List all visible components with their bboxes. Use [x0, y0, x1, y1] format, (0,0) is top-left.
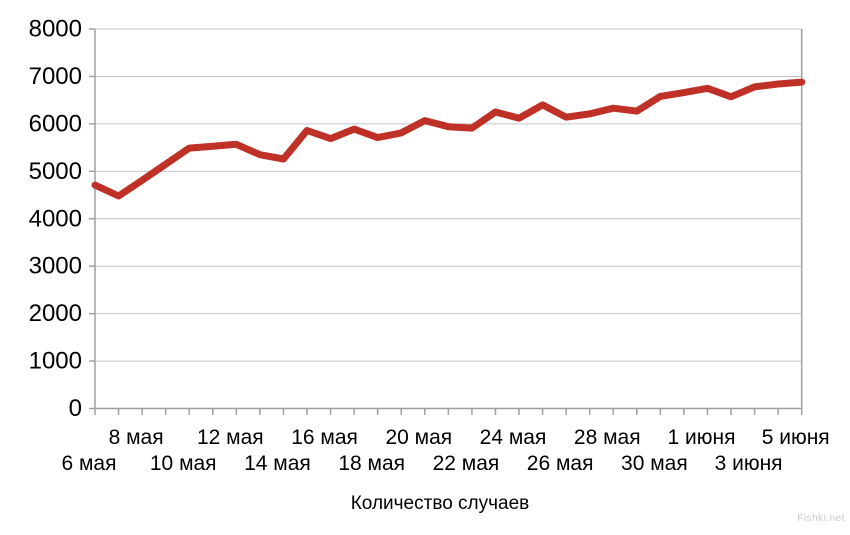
x-axis-label: 6 мая: [61, 452, 116, 475]
y-axis-ticks: [89, 28, 95, 410]
x-axis-label: 28 мая: [574, 426, 641, 449]
y-axis-label: 4000: [29, 205, 82, 232]
x-axis-label: 30 мая: [621, 452, 688, 475]
watermark: Fishki.net: [797, 513, 845, 524]
x-axis-label: 18 мая: [338, 452, 405, 475]
x-axis-label: 12 мая: [197, 426, 264, 449]
y-axis-label: 1000: [29, 348, 82, 375]
x-axis-label: 1 июня: [667, 426, 735, 449]
y-axis-label: 2000: [29, 300, 82, 327]
x-axis-label: 26 мая: [527, 452, 594, 475]
x-axis-label: 16 мая: [291, 426, 358, 449]
y-axis-label: 3000: [29, 253, 82, 280]
x-axis-label: 3 июня: [715, 452, 783, 475]
x-axis-label: 22 мая: [433, 452, 500, 475]
x-axis-label: 14 мая: [244, 452, 311, 475]
x-axis-title: Количество случаев: [351, 493, 530, 514]
gridlines: [95, 28, 802, 362]
y-axis-labels: 0 1000 2000 3000 4000 5000 6000 7000 8000: [29, 16, 82, 423]
cases-line-series: [91, 78, 806, 200]
y-axis-label: 5000: [29, 158, 82, 185]
y-axis-label: 7000: [29, 63, 82, 90]
x-axis-label: 24 мая: [480, 426, 547, 449]
y-axis-label: 6000: [29, 110, 82, 137]
x-axis-ticks: [94, 408, 803, 415]
x-axis-label: 20 мая: [385, 426, 452, 449]
y-axis-label: 8000: [29, 16, 82, 43]
x-axis-labels: 6 мая 8 мая 10 мая 12 мая 14 мая 16 мая 18 мая…: [61, 426, 829, 475]
x-axis-label: 5 июня: [762, 426, 830, 449]
x-axis-label: 10 мая: [150, 452, 217, 475]
x-axis-label: 8 мая: [109, 426, 164, 449]
y-axis-label: 0: [69, 395, 82, 422]
